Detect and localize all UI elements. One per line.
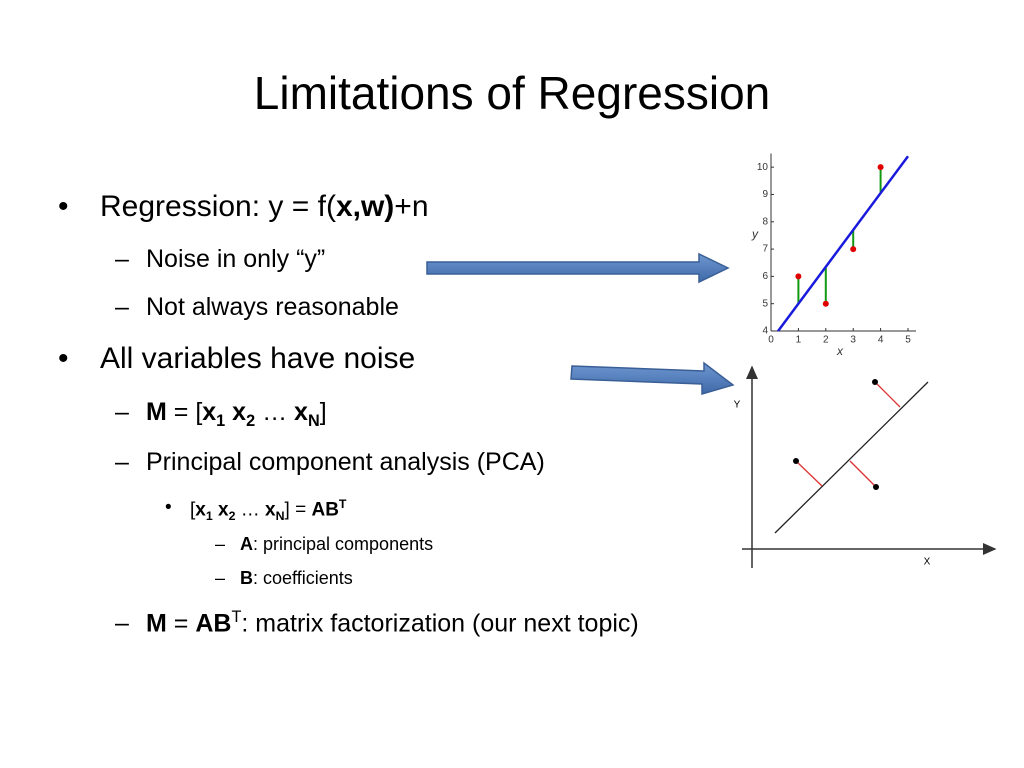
text-run: x,w) — [335, 190, 395, 224]
point — [793, 458, 799, 464]
text-run: [ — [190, 499, 196, 521]
text-run: AB — [311, 499, 339, 521]
text-run: 1 — [216, 411, 226, 430]
text-run: T — [231, 607, 242, 626]
arrow — [570, 361, 735, 395]
y-tick-label: 5 — [762, 298, 768, 309]
text-run: : coefficients — [253, 567, 353, 588]
text-run: A — [240, 533, 253, 554]
text-run: x — [294, 397, 308, 426]
x-tick-label: 2 — [823, 335, 829, 346]
bullet-marker: – — [215, 567, 226, 588]
text-run: Principal component analysis (PCA) — [146, 447, 545, 476]
text-run: 1 — [205, 509, 213, 524]
bullet-marker: • — [165, 497, 172, 519]
pca-figure: Y X — [734, 365, 997, 568]
bullet-marker: – — [115, 244, 129, 273]
y-tick-label: 4 — [762, 326, 768, 337]
bullet-text: [x1 x2 … xN] = ABT — [190, 497, 346, 524]
point — [872, 379, 878, 385]
text-run: 2 — [228, 509, 236, 524]
x-tick-label: 5 — [905, 335, 911, 346]
point — [877, 164, 884, 171]
fit-line — [777, 155, 910, 332]
bullet-text: A: principal components — [240, 534, 433, 556]
bullet-marker: – — [115, 397, 129, 426]
text-run: : matrix factorization (our next topic) — [241, 608, 639, 637]
bullet-text: M = [x1 x2 … xN] — [146, 397, 327, 432]
bullet-marker: – — [115, 447, 129, 476]
arrow — [426, 252, 730, 284]
text-run: : principal components — [253, 533, 434, 554]
text-run: ] — [319, 397, 327, 426]
bullet-text: Principal component analysis (PCA) — [146, 447, 545, 477]
text-run: x — [265, 499, 276, 521]
x-tick-label: 3 — [850, 335, 856, 346]
bullet-text: B: coefficients — [240, 568, 353, 590]
axis-label: x — [836, 344, 844, 358]
principal-axis — [774, 381, 929, 534]
bullet-text: M = ABT: matrix factorization (our next … — [146, 608, 639, 638]
text-run: x — [212, 499, 229, 521]
text-run: Not always reasonable — [146, 292, 399, 321]
slide-title: Limitations of Regression — [253, 67, 771, 119]
bullet-text: All variables have noise — [100, 341, 415, 377]
bullet-marker: • — [58, 342, 69, 376]
text-run: … — [235, 499, 266, 521]
text-run: 2 — [246, 411, 256, 430]
text-run: ] = — [284, 499, 312, 521]
text-run: M — [146, 397, 167, 426]
bullet-marker: • — [58, 190, 69, 224]
projection — [795, 460, 823, 487]
text-run: x — [202, 397, 217, 426]
text-run: … — [255, 397, 295, 426]
text-run: All variables have noise — [100, 342, 416, 376]
y-tick-label: 10 — [757, 162, 769, 173]
axis-label: Y — [734, 400, 741, 411]
text-run: AB — [195, 608, 232, 637]
bullet-marker: – — [115, 608, 129, 637]
x-tick-label: 4 — [878, 335, 884, 346]
text-run: M — [146, 608, 167, 637]
text-run: = [ — [166, 397, 203, 426]
x-tick-label: 0 — [768, 335, 774, 346]
point — [795, 273, 802, 280]
text-run: Regression: y = f( — [100, 190, 336, 224]
point — [873, 484, 879, 490]
x-tick-label: 1 — [796, 335, 802, 346]
text-run: x — [225, 397, 247, 426]
axis-label: y — [751, 227, 759, 241]
text-run: = — [166, 608, 196, 637]
projection — [874, 381, 901, 408]
text-run: N — [275, 509, 285, 524]
y-tick-label: 7 — [762, 244, 768, 255]
bullet-marker: – — [215, 533, 226, 554]
point — [850, 246, 857, 253]
bullet-text: Not always reasonable — [146, 292, 399, 322]
text-run: B — [240, 567, 253, 588]
text-run: +n — [394, 190, 429, 224]
y-tick-label: 6 — [762, 271, 768, 282]
bullet-text: Noise in only “y” — [146, 244, 325, 274]
text-run: Noise in only “y” — [146, 244, 326, 273]
text-run: T — [338, 497, 347, 512]
text-run: x — [195, 499, 206, 521]
bullet-text: Regression: y = f(x,w)+n — [100, 189, 429, 225]
y-tick-label: 9 — [762, 189, 768, 200]
bullet-marker: – — [115, 292, 129, 321]
projection — [849, 460, 877, 488]
point — [822, 300, 829, 307]
axis-label: X — [924, 557, 931, 568]
y-tick-label: 8 — [762, 216, 768, 227]
text-run: N — [307, 411, 320, 430]
